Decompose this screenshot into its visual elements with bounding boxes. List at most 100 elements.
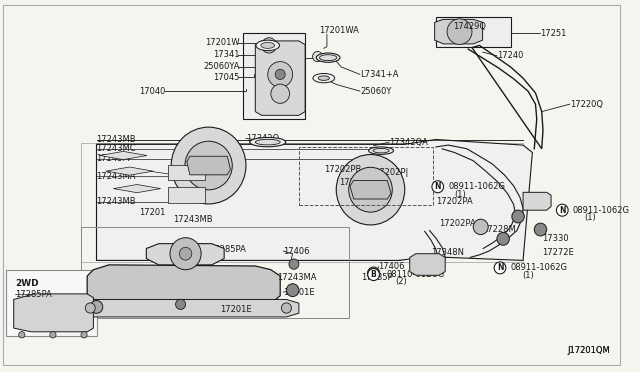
Circle shape	[275, 69, 285, 80]
Polygon shape	[74, 299, 299, 317]
Text: 17429Q: 17429Q	[453, 22, 486, 31]
Ellipse shape	[250, 138, 286, 147]
Circle shape	[497, 232, 509, 245]
Text: L7341+A: L7341+A	[360, 70, 399, 79]
Text: 17243MB: 17243MB	[97, 135, 136, 144]
Text: 17285P: 17285P	[361, 273, 393, 282]
Circle shape	[81, 331, 87, 338]
Ellipse shape	[316, 53, 340, 62]
Text: 17226: 17226	[339, 178, 366, 187]
Text: 17348N: 17348N	[431, 248, 465, 257]
Text: N: N	[559, 206, 566, 215]
Text: (1): (1)	[454, 190, 467, 199]
Polygon shape	[97, 144, 429, 260]
Text: 17201C: 17201C	[411, 259, 444, 267]
Text: 17201WA: 17201WA	[319, 26, 359, 35]
Text: 08911-1062G: 08911-1062G	[511, 263, 568, 272]
Circle shape	[556, 204, 568, 216]
Circle shape	[368, 269, 380, 280]
Text: 17240: 17240	[497, 51, 524, 60]
Bar	[81, 143, 523, 262]
Polygon shape	[100, 151, 147, 160]
Circle shape	[268, 62, 292, 87]
Text: 08911-1062G: 08911-1062G	[449, 182, 506, 191]
Text: J17201QM: J17201QM	[568, 346, 610, 355]
Circle shape	[534, 223, 547, 236]
Text: 17243MC: 17243MC	[97, 144, 136, 153]
Ellipse shape	[256, 40, 280, 51]
Circle shape	[172, 127, 246, 204]
Text: B: B	[371, 270, 376, 279]
Bar	[81, 227, 349, 318]
Text: 17285PA: 17285PA	[15, 290, 52, 299]
Circle shape	[85, 303, 95, 313]
Bar	[299, 147, 433, 205]
Ellipse shape	[261, 42, 275, 48]
Circle shape	[432, 181, 444, 193]
Text: 17285PA: 17285PA	[209, 245, 246, 254]
Circle shape	[349, 167, 392, 212]
Bar	[168, 187, 205, 203]
Circle shape	[494, 262, 506, 274]
Circle shape	[312, 51, 323, 62]
Text: 17243MA: 17243MA	[97, 172, 136, 181]
Polygon shape	[13, 294, 93, 332]
Text: 17243MB: 17243MB	[173, 215, 212, 224]
Text: 17406: 17406	[284, 247, 310, 256]
Text: 17406: 17406	[379, 262, 405, 271]
Text: 17040: 17040	[139, 87, 165, 96]
Ellipse shape	[319, 55, 337, 61]
Text: 17243MB: 17243MB	[97, 197, 136, 206]
Text: 17220Q: 17220Q	[570, 100, 603, 109]
Polygon shape	[87, 265, 280, 307]
Text: 17045: 17045	[213, 73, 240, 81]
Text: N: N	[435, 182, 441, 191]
Text: 17202P|: 17202P|	[374, 169, 408, 177]
Text: 08110-61D5G: 08110-61D5G	[386, 270, 444, 279]
Polygon shape	[410, 254, 445, 275]
Text: 17202PA: 17202PA	[436, 197, 472, 206]
Circle shape	[19, 331, 25, 338]
Circle shape	[336, 154, 404, 225]
Polygon shape	[435, 19, 483, 44]
Text: (2): (2)	[396, 277, 407, 286]
Polygon shape	[523, 192, 551, 210]
Circle shape	[266, 42, 272, 49]
Circle shape	[447, 19, 472, 44]
Ellipse shape	[318, 76, 330, 80]
Circle shape	[473, 219, 488, 235]
Polygon shape	[147, 244, 224, 265]
Polygon shape	[97, 140, 532, 260]
Ellipse shape	[369, 147, 394, 154]
Polygon shape	[255, 41, 305, 115]
Circle shape	[512, 210, 524, 223]
Polygon shape	[350, 180, 391, 199]
Text: 17272E: 17272E	[541, 248, 573, 257]
Text: 17330: 17330	[541, 234, 568, 243]
Text: J17201QM: J17201QM	[568, 346, 610, 355]
Bar	[168, 165, 205, 180]
Text: N: N	[497, 263, 503, 272]
Circle shape	[287, 284, 299, 296]
Text: 25060Y: 25060Y	[360, 87, 391, 96]
Text: 17243MA: 17243MA	[277, 273, 317, 282]
Polygon shape	[113, 185, 161, 193]
Ellipse shape	[313, 74, 335, 83]
Circle shape	[50, 331, 56, 338]
Text: 2WD: 2WD	[15, 279, 39, 288]
Text: 25060YA: 25060YA	[204, 62, 240, 71]
Text: (1): (1)	[584, 213, 596, 222]
Ellipse shape	[255, 140, 280, 145]
Circle shape	[185, 141, 232, 190]
Text: 17341: 17341	[213, 50, 240, 59]
Bar	[6, 270, 97, 336]
Circle shape	[262, 38, 276, 53]
Text: 17342Q: 17342Q	[246, 134, 279, 143]
Text: 17201E: 17201E	[220, 305, 252, 314]
Circle shape	[271, 84, 289, 103]
Circle shape	[289, 259, 299, 269]
Text: 17201W: 17201W	[205, 38, 240, 47]
Text: 17201: 17201	[139, 208, 165, 217]
Text: 17202PB: 17202PB	[324, 165, 361, 174]
Polygon shape	[106, 167, 153, 175]
